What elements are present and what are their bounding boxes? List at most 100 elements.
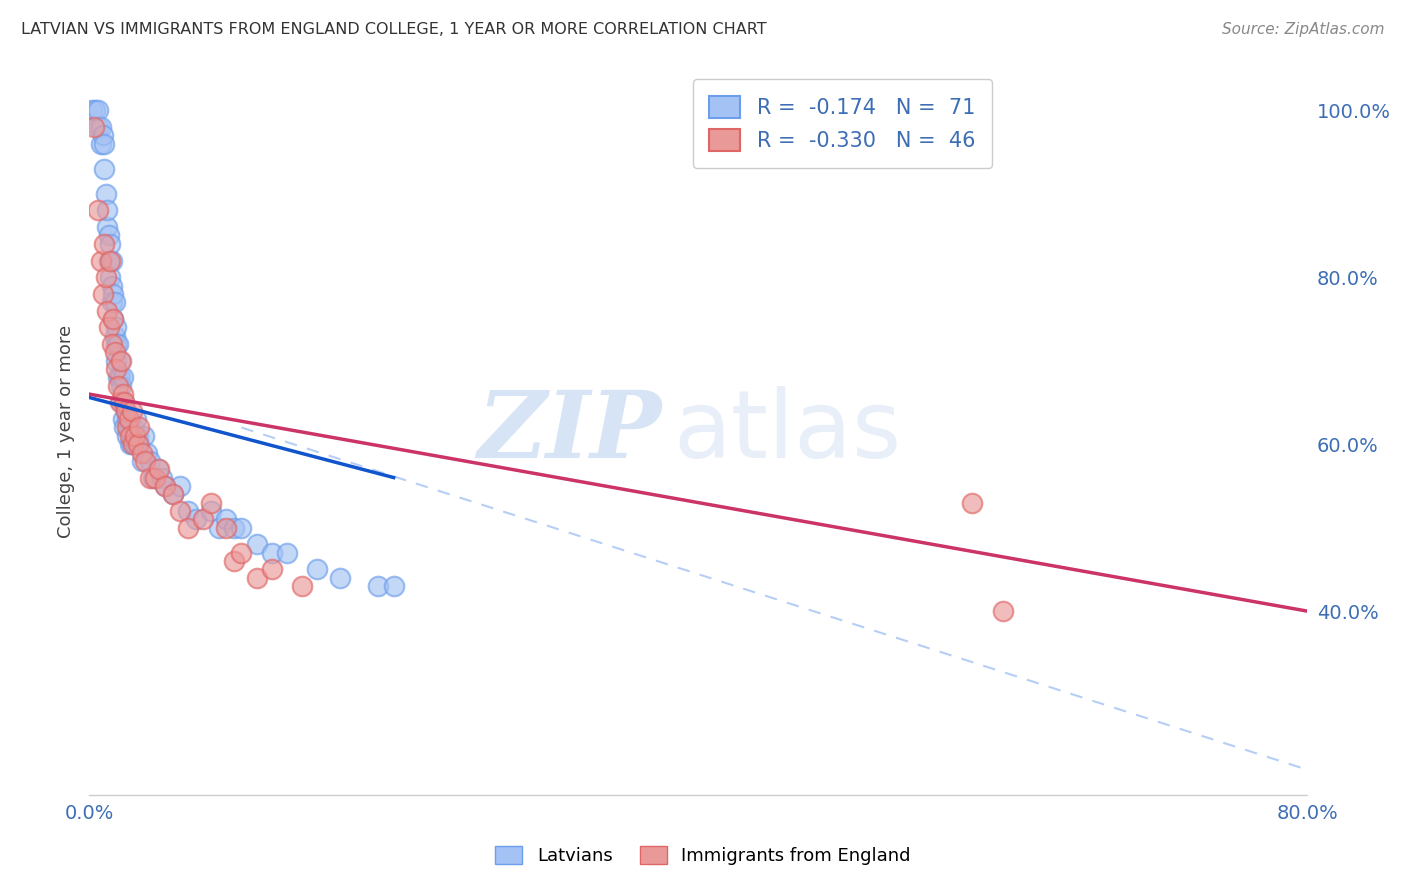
Point [136,445,159,459]
Point [111,370,134,384]
Point [93,136,115,151]
Point [94,186,117,201]
Point [87,103,110,118]
Point [177,521,200,535]
Point [177,504,200,518]
Point [108,353,131,368]
Point [114,404,136,418]
Point [169,479,191,493]
Point [329,571,352,585]
Point [115,412,138,426]
Point [112,395,135,409]
Point [91,128,114,143]
Point [112,395,135,409]
Point [962,495,984,509]
Legend: Latvians, Immigrants from England: Latvians, Immigrants from England [486,837,920,874]
Point [91,286,114,301]
Point [207,521,229,535]
Point [105,337,128,351]
Point [382,579,405,593]
Point [139,470,162,484]
Point [367,579,389,593]
Point [87,120,110,134]
Point [104,295,127,310]
Point [87,203,110,218]
Point [93,161,115,176]
Point [222,521,245,535]
Point [107,378,129,392]
Point [184,512,207,526]
Text: LATVIAN VS IMMIGRANTS FROM ENGLAND COLLEGE, 1 YEAR OR MORE CORRELATION CHART: LATVIAN VS IMMIGRANTS FROM ENGLAND COLLE… [21,22,766,37]
Point [103,286,125,301]
Point [155,479,177,493]
Point [118,420,141,434]
Point [105,320,128,334]
Point [110,353,132,368]
Point [139,454,162,468]
Point [96,220,118,235]
Point [231,521,253,535]
Point [200,495,222,509]
Point [231,546,253,560]
Point [128,420,150,434]
Point [122,437,145,451]
Point [115,429,138,443]
Point [276,546,298,560]
Point [110,378,132,392]
Point [162,487,184,501]
Point [215,521,238,535]
Point [97,253,120,268]
Point [107,337,129,351]
Point [260,546,283,560]
Point [90,136,112,151]
Point [127,437,149,451]
Point [162,487,184,501]
Point [97,320,120,334]
Point [111,412,134,426]
Point [90,253,112,268]
Point [108,395,131,409]
Point [193,512,215,526]
Point [110,395,132,409]
Point [222,554,245,568]
Point [82,103,104,118]
Text: ZIP: ZIP [478,386,662,476]
Point [121,404,143,418]
Point [991,604,1014,618]
Point [120,437,142,451]
Point [96,303,118,318]
Point [122,420,145,434]
Point [121,437,143,451]
Point [100,253,122,268]
Point [125,412,148,426]
Point [124,429,146,443]
Point [169,504,191,518]
Point [84,103,107,118]
Point [94,270,117,285]
Point [101,278,124,293]
Point [245,571,267,585]
Point [108,370,131,384]
Point [105,362,128,376]
Point [134,454,156,468]
Point [131,454,153,468]
Point [307,562,329,576]
Point [115,420,138,434]
Point [215,512,238,526]
Point [124,437,146,451]
Point [101,295,124,310]
Point [101,337,124,351]
Point [97,228,120,243]
Point [148,462,170,476]
Point [143,470,166,484]
Point [112,420,135,434]
Point [200,504,222,518]
Point [105,353,128,368]
Point [146,462,169,476]
Legend: R =  -0.174   N =  71, R =  -0.330   N =  46: R = -0.174 N = 71, R = -0.330 N = 46 [693,78,993,168]
Point [118,412,141,426]
Point [132,429,155,443]
Point [291,579,314,593]
Point [100,270,122,285]
Text: atlas: atlas [673,385,903,477]
